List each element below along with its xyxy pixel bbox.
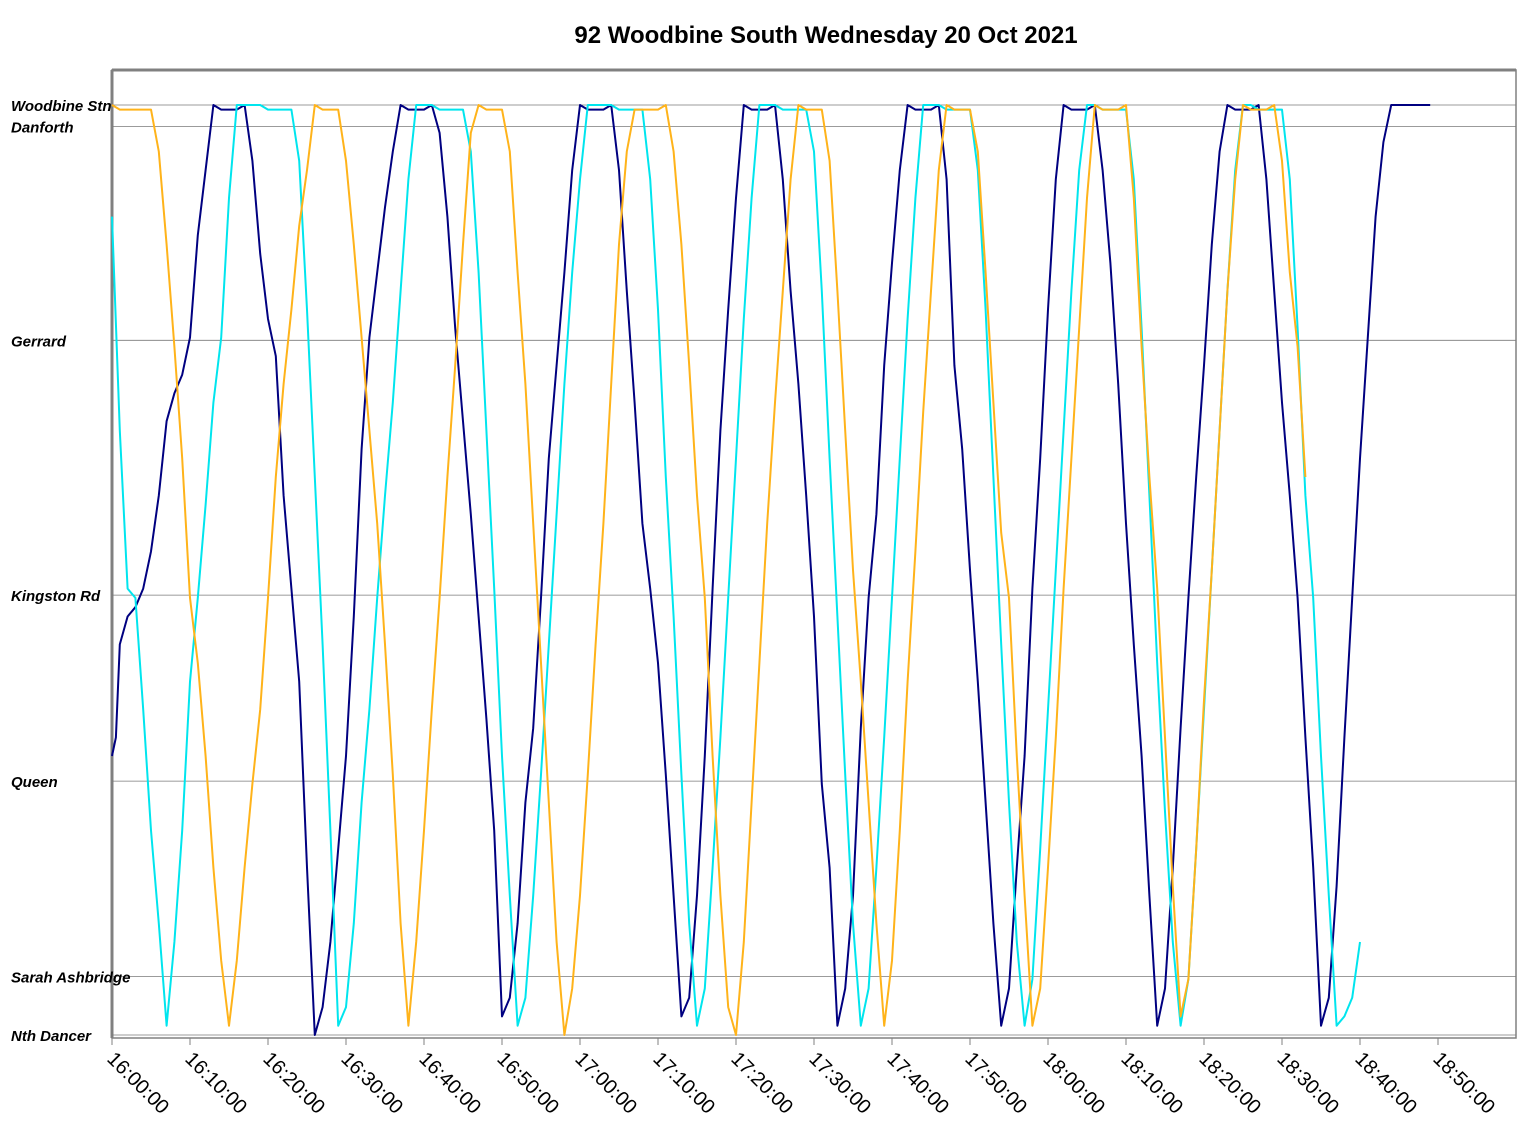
stop-labels: Woodbine Stn Danforth Gerrard Kingston Rd Qu… bbox=[11, 98, 130, 1045]
x-tick-label: 17:50:00 bbox=[960, 1048, 1031, 1119]
x-tick-label: 16:50:00 bbox=[492, 1048, 563, 1119]
x-tick-label: 18:10:00 bbox=[1116, 1048, 1187, 1119]
x-tick-label: 17:10:00 bbox=[648, 1048, 719, 1119]
x-tick-label: 18:00:00 bbox=[1038, 1048, 1109, 1119]
x-tick-label: 16:00:00 bbox=[102, 1048, 173, 1119]
plot-area bbox=[111, 69, 1517, 1039]
bus-trace-line bbox=[111, 104, 1307, 1036]
x-tick-label: 16:10:00 bbox=[180, 1048, 251, 1119]
x-tick-label: 17:30:00 bbox=[804, 1048, 875, 1119]
x-tick-label: 16:30:00 bbox=[336, 1048, 407, 1119]
x-tick-label: 17:40:00 bbox=[882, 1048, 953, 1119]
x-tick-label: 18:40:00 bbox=[1350, 1048, 1421, 1119]
x-tick-label: 18:20:00 bbox=[1194, 1048, 1265, 1119]
chart-title: 92 Woodbine South Wednesday 20 Oct 2021 bbox=[574, 22, 1077, 49]
stop-label: Gerrard bbox=[11, 333, 67, 350]
x-axis-ticks: 16:00:00 16:10:00 16:20:00 16:30:00 16:40:00… bbox=[102, 1038, 1499, 1119]
stop-label: Kingston Rd bbox=[11, 588, 101, 605]
gridlines bbox=[112, 104, 1516, 1036]
x-tick-label: 17:00:00 bbox=[570, 1048, 641, 1119]
x-tick-label: 18:50:00 bbox=[1428, 1048, 1499, 1119]
bus-trace-line bbox=[111, 104, 1361, 1027]
stop-label: Woodbine Stn bbox=[11, 98, 112, 115]
stop-label: Sarah Ashbridge bbox=[11, 969, 130, 986]
stop-label: Queen bbox=[11, 774, 58, 791]
stop-label: Nth Dancer bbox=[11, 1028, 92, 1045]
stop-label: Danforth bbox=[11, 119, 74, 136]
series-lines bbox=[111, 104, 1431, 1036]
x-tick-label: 16:20:00 bbox=[258, 1048, 329, 1119]
bus-trace-line bbox=[111, 104, 1431, 1036]
x-tick-label: 18:30:00 bbox=[1272, 1048, 1343, 1119]
x-tick-label: 17:20:00 bbox=[726, 1048, 797, 1119]
x-tick-label: 16:40:00 bbox=[414, 1048, 485, 1119]
